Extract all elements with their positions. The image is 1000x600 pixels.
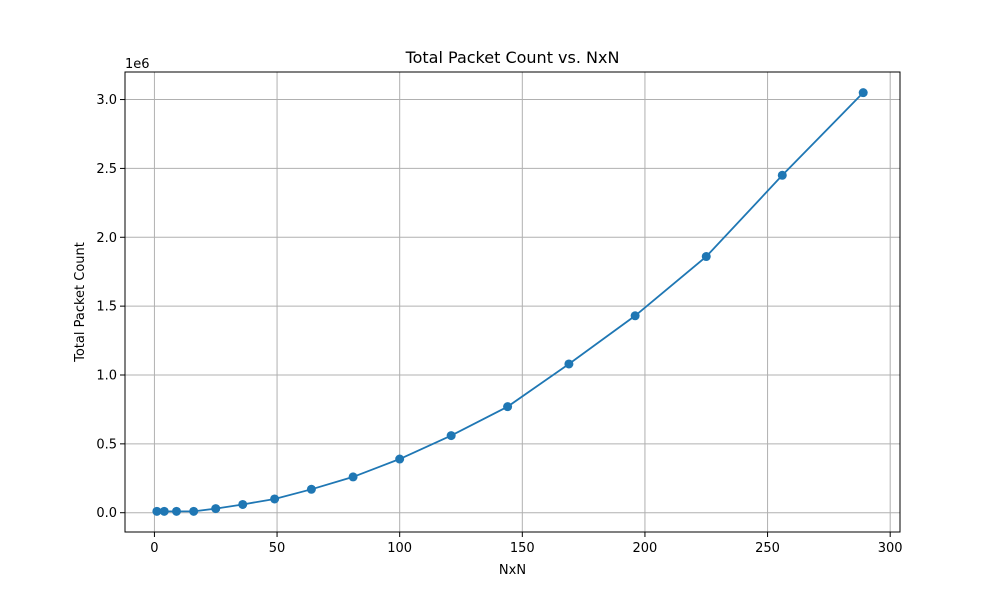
y-tick-label: 2.0 bbox=[96, 231, 117, 246]
data-point bbox=[503, 402, 513, 412]
grid bbox=[125, 72, 900, 532]
data-point bbox=[159, 506, 169, 516]
data-point bbox=[858, 88, 868, 98]
y-axis-label: Total Packet Count bbox=[73, 242, 88, 363]
y-tick-label: 1.0 bbox=[96, 368, 117, 383]
data-point bbox=[152, 506, 162, 516]
x-axis-label: NxN bbox=[499, 563, 526, 578]
data-point bbox=[306, 484, 316, 494]
x-tick-label: 250 bbox=[755, 541, 780, 556]
data-point bbox=[172, 506, 182, 516]
y-tick-label: 0.5 bbox=[96, 437, 117, 452]
plot-area-frame bbox=[124, 71, 901, 533]
x-axis-ticks: 0 50 100 150 200 250 300 bbox=[150, 532, 903, 556]
data-point bbox=[189, 506, 199, 516]
data-point bbox=[777, 170, 787, 180]
y-axis-offset-label: 1e6 bbox=[125, 57, 150, 72]
data-point bbox=[395, 454, 405, 464]
y-tick-label: 3.0 bbox=[96, 93, 117, 108]
y-axis-ticks: 0.0 0.5 1.0 1.5 2.0 2.5 3.0 bbox=[96, 93, 125, 521]
data-point bbox=[630, 311, 640, 321]
x-tick-label: 0 bbox=[150, 541, 158, 556]
data-points bbox=[152, 88, 868, 516]
data-point bbox=[238, 499, 248, 509]
y-tick-label: 1.5 bbox=[96, 300, 117, 315]
y-tick-label: 0.0 bbox=[96, 506, 117, 521]
x-tick-label: 50 bbox=[269, 541, 286, 556]
data-point bbox=[564, 359, 574, 369]
data-point bbox=[211, 504, 221, 514]
data-point bbox=[701, 252, 711, 262]
x-tick-label: 300 bbox=[878, 541, 903, 556]
chart-title: Total Packet Count vs. NxN bbox=[405, 48, 620, 67]
y-tick-label: 2.5 bbox=[96, 162, 117, 177]
data-point bbox=[348, 472, 358, 482]
x-tick-label: 200 bbox=[633, 541, 658, 556]
data-point bbox=[270, 494, 280, 504]
x-tick-label: 150 bbox=[510, 541, 535, 556]
data-point bbox=[446, 431, 456, 441]
x-tick-label: 100 bbox=[387, 541, 412, 556]
